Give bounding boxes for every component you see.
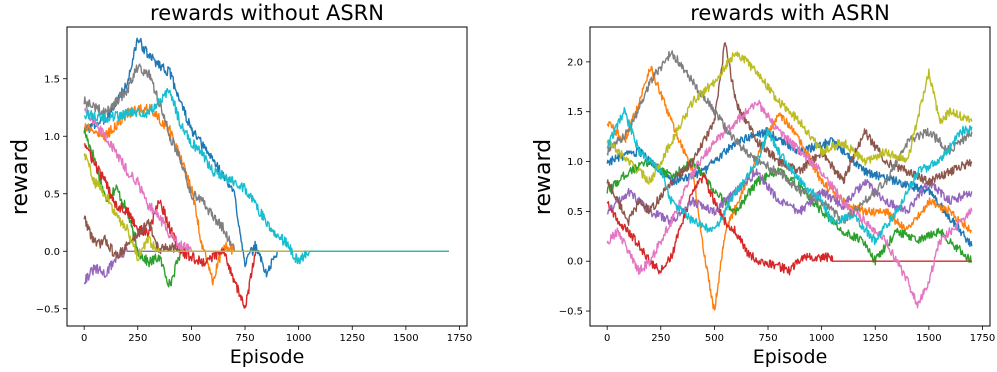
x-tick-label: 500 bbox=[705, 333, 724, 344]
y-tick-label: 1.0 bbox=[44, 132, 60, 143]
x-tick-label: 500 bbox=[182, 333, 201, 344]
tick-layer: 0 250 500 750 1000 1250 1500 1750 −0.5 0.0 0.5 1.0 1… bbox=[559, 57, 996, 344]
x-tick-label: 250 bbox=[128, 333, 147, 344]
series-line-10 bbox=[606, 107, 973, 246]
y-tick-label: 2.0 bbox=[567, 57, 583, 68]
series-layer bbox=[606, 42, 973, 311]
x-tick-label: 1750 bbox=[447, 333, 472, 344]
plot-frame bbox=[66, 26, 468, 327]
series-line-2 bbox=[606, 65, 973, 311]
series-line-7 bbox=[606, 99, 973, 309]
series-line-3 bbox=[83, 128, 449, 288]
y-axis-title: reward bbox=[531, 139, 556, 215]
y-tick-label: −0.5 bbox=[559, 307, 583, 318]
x-tick-label: 750 bbox=[758, 333, 777, 344]
series-line-9 bbox=[83, 153, 449, 262]
x-tick-label: 1250 bbox=[863, 333, 888, 344]
tick-layer: 0 250 500 750 1000 1250 1500 1750 −0.5 0.0 0.5 1.0 1… bbox=[36, 74, 473, 344]
series-line-5 bbox=[606, 168, 973, 226]
y-tick-label: 1.5 bbox=[567, 107, 583, 118]
y-tick-label: 0.5 bbox=[44, 189, 60, 200]
y-tick-label: 0.5 bbox=[567, 207, 583, 218]
y-tick-label: 1.0 bbox=[567, 157, 583, 168]
series-line-9 bbox=[606, 51, 973, 185]
x-tick-label: 1750 bbox=[970, 333, 995, 344]
x-tick-label: 1000 bbox=[286, 333, 311, 344]
series-line-1 bbox=[606, 127, 973, 248]
y-tick-label: 0.0 bbox=[44, 247, 60, 258]
series-line-6 bbox=[83, 215, 449, 260]
series-line-8 bbox=[606, 50, 973, 224]
series-line-2 bbox=[83, 103, 449, 286]
x-tick-label: 1250 bbox=[340, 333, 365, 344]
y-tick-label: 1.5 bbox=[44, 74, 60, 85]
y-tick-label: 0.0 bbox=[567, 257, 583, 268]
chart-rewards-without-asrn: rewards without ASRN 0 250 500 750 1000 1250 1… bbox=[8, 1, 472, 368]
x-tick-label: 1000 bbox=[809, 333, 834, 344]
chart-rewards-with-asrn: rewards with ASRN 0 250 500 750 1000 1250 1500… bbox=[531, 1, 995, 368]
x-tick-label: 0 bbox=[604, 333, 610, 344]
x-axis-title: Episode bbox=[230, 346, 305, 368]
series-line-4 bbox=[83, 143, 449, 309]
series-line-7 bbox=[84, 107, 449, 253]
series-line-8 bbox=[83, 63, 449, 252]
x-tick-label: 750 bbox=[235, 333, 254, 344]
x-tick-label: 1500 bbox=[916, 333, 941, 344]
chart-title: rewards with ASRN bbox=[690, 1, 890, 25]
y-tick-label: −0.5 bbox=[36, 304, 60, 315]
plot-frame bbox=[589, 26, 991, 327]
x-tick-label: 1500 bbox=[393, 333, 418, 344]
chart-title: rewards without ASRN bbox=[150, 1, 384, 25]
series-line-10 bbox=[83, 87, 449, 265]
series-layer bbox=[83, 37, 449, 309]
series-line-4 bbox=[606, 172, 972, 276]
x-axis-title: Episode bbox=[753, 346, 828, 368]
x-tick-label: 250 bbox=[651, 333, 670, 344]
series-line-1 bbox=[83, 37, 449, 278]
y-axis-title: reward bbox=[8, 139, 33, 215]
x-tick-label: 0 bbox=[81, 333, 87, 344]
